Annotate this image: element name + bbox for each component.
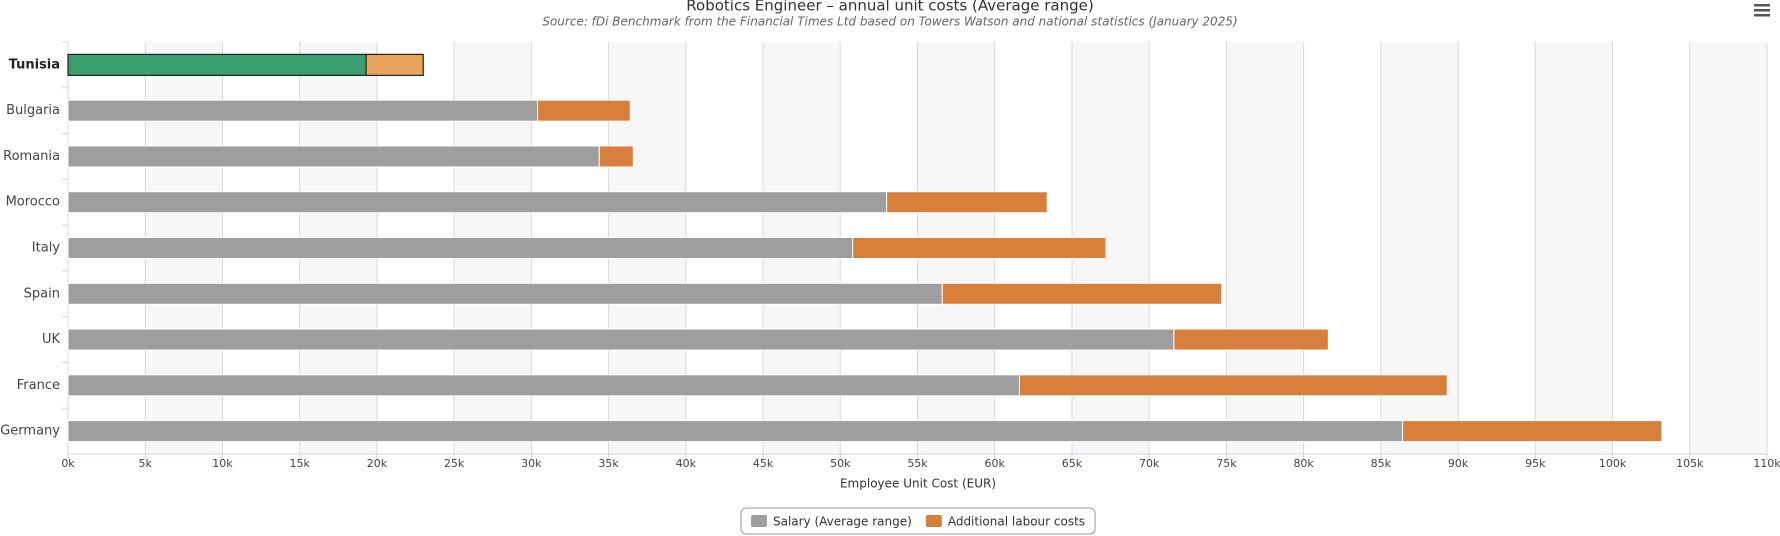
- legend: Salary (Average range) Additional labour …: [740, 507, 1096, 535]
- bar-segment: [67, 374, 1020, 397]
- chart-subtitle: Source: fDi Benchmark from the Financial…: [542, 15, 1237, 29]
- y-tick-label: Bulgaria: [6, 103, 60, 118]
- x-tick-label: 45k: [753, 457, 774, 470]
- x-tick-label: 35k: [598, 457, 619, 470]
- x-tick-label: 65k: [1062, 457, 1083, 470]
- x-tick-label: 75k: [1216, 457, 1237, 470]
- x-tick-label: 95k: [1525, 457, 1546, 470]
- y-tick-label: France: [17, 378, 60, 393]
- bar-segment: [67, 99, 539, 122]
- x-tick-label: 30k: [521, 457, 542, 470]
- bar-segment: [67, 191, 888, 214]
- legend-label[interactable]: Additional labour costs: [948, 515, 1085, 529]
- x-tick-label: 25k: [444, 457, 465, 470]
- bar-segment: [941, 282, 1223, 305]
- bar-segment: [886, 191, 1048, 214]
- x-tick-label: 10k: [212, 457, 233, 470]
- legend-label[interactable]: Salary (Average range): [773, 515, 912, 529]
- menu-button[interactable]: [1752, 2, 1772, 20]
- bar-segment: [852, 237, 1107, 259]
- chart-title: Robotics Engineer – annual unit costs (A…: [686, 0, 1093, 15]
- y-tick-label: Tunisia: [9, 57, 60, 72]
- x-tick-label: 5k: [139, 457, 153, 470]
- y-tick-label: Romania: [3, 149, 60, 164]
- x-tick-label: 70k: [1139, 457, 1160, 470]
- legend-box: [740, 507, 1096, 535]
- x-tick-label: 15k: [289, 457, 310, 470]
- bar-segment: [598, 145, 634, 168]
- x-tick-label: 110k: [1753, 457, 1780, 470]
- x-tick-label: 90k: [1448, 457, 1469, 470]
- x-tick-label: 50k: [830, 457, 851, 470]
- y-tick-label: Morocco: [6, 195, 60, 210]
- bar-segment: [67, 282, 943, 305]
- x-axis-title: Employee Unit Cost (EUR): [840, 477, 996, 491]
- grid-band: [1689, 42, 1767, 454]
- bar-segment: [365, 53, 424, 76]
- y-tick-label: Germany: [0, 424, 60, 439]
- menu-line: [1754, 14, 1770, 17]
- legend-swatch: [750, 515, 767, 527]
- bar-segment: [67, 145, 600, 168]
- x-tick-label: 0k: [61, 457, 75, 470]
- bar-segment: [67, 237, 854, 259]
- legend-item[interactable]: Additional labour costs: [925, 515, 1085, 529]
- legend-item[interactable]: Salary (Average range): [750, 515, 912, 529]
- menu-line: [1754, 4, 1770, 7]
- bar-segment: [1018, 374, 1448, 397]
- bar-segment: [67, 328, 1175, 351]
- x-tick-label: 20k: [367, 457, 388, 470]
- x-tick-label: 100k: [1599, 457, 1627, 470]
- legend-swatch: [925, 515, 942, 527]
- bar-segment: [1401, 420, 1663, 443]
- x-tick-label: 105k: [1676, 457, 1704, 470]
- y-tick-label: Spain: [24, 286, 60, 301]
- plot: [67, 42, 1768, 454]
- grid-band: [1535, 42, 1613, 454]
- x-tick-label: 85k: [1371, 457, 1392, 470]
- bar-segment: [67, 420, 1403, 443]
- bar-segment: [537, 99, 631, 122]
- y-tick-label: Italy: [32, 241, 61, 256]
- x-tick-label: 80k: [1293, 457, 1314, 470]
- bar-segment: [67, 53, 367, 76]
- menu-line: [1754, 9, 1770, 12]
- x-tick-label: 60k: [985, 457, 1006, 470]
- y-tick-label: UK: [42, 332, 61, 347]
- x-tick-label: 40k: [676, 457, 697, 470]
- x-tick-label: 55k: [907, 457, 928, 470]
- bar-segment: [1173, 328, 1329, 351]
